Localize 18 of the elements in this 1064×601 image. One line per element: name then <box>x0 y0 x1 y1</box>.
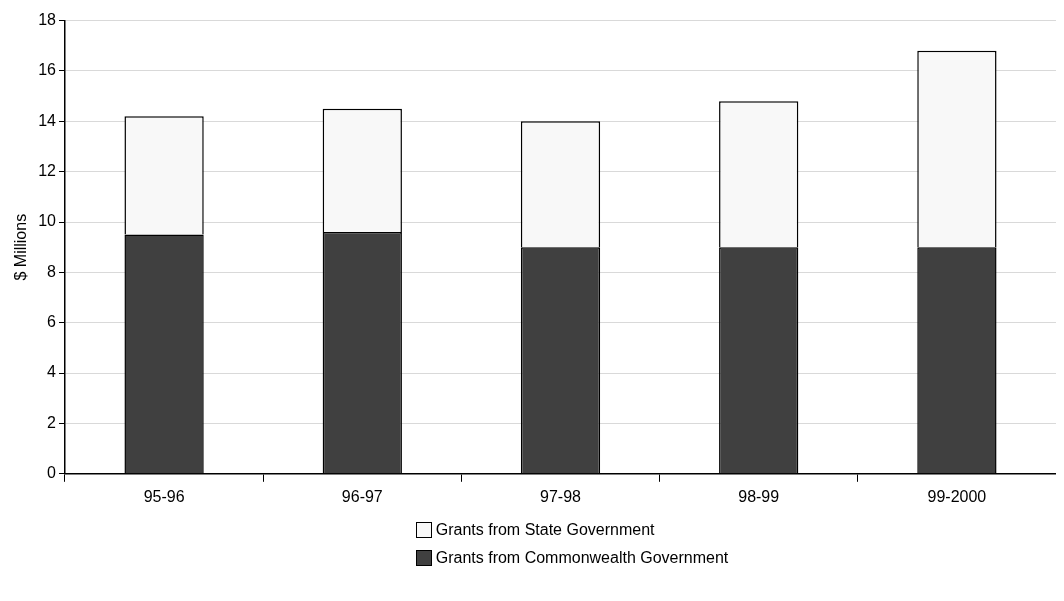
x-tick-label: 97-98 <box>540 487 582 505</box>
y-tick-label: 4 <box>47 363 57 381</box>
x-tick-label: 99-2000 <box>927 487 987 505</box>
legend-label: Grants from Commonwealth Government <box>435 549 729 567</box>
y-tick-label: 0 <box>47 464 57 482</box>
y-axis-title: $ Millions <box>12 213 30 281</box>
y-tick-label: 18 <box>38 11 57 29</box>
x-tick-label: 98-99 <box>738 487 780 505</box>
y-tick-label: 2 <box>47 413 57 431</box>
y-tick-label: 6 <box>47 313 57 331</box>
x-tick-label: 95-96 <box>143 487 185 505</box>
y-tick-label: 10 <box>38 212 57 230</box>
y-tick-label: 12 <box>38 162 57 180</box>
y-tick-label: 14 <box>38 111 57 129</box>
x-tick-label: 96-97 <box>341 487 383 505</box>
legend-label: Grants from State Government <box>435 521 655 539</box>
y-tick-label: 16 <box>38 61 57 79</box>
y-tick-label: 8 <box>47 262 57 280</box>
